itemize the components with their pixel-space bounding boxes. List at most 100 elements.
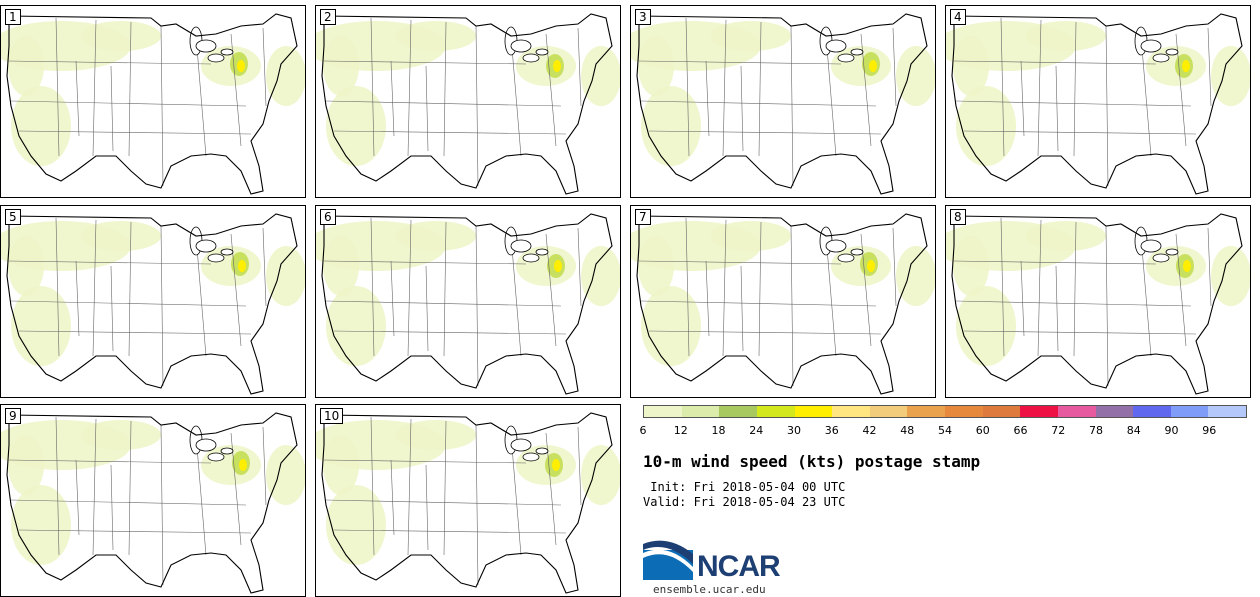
state-border: [953, 60, 1157, 65]
panel-label: 2: [320, 9, 336, 25]
ncar-logo-text: NCAR: [697, 550, 781, 583]
state-border: [10, 499, 247, 506]
init-time: Init: Fri 2018-05-04 00 UTC: [643, 480, 846, 494]
wind-area: [8, 36, 44, 96]
state-border: [110, 65, 114, 152]
state-border: [407, 19, 412, 157]
colorbar-segment: [907, 406, 945, 417]
state-border: [685, 217, 690, 357]
state-border: [110, 265, 114, 352]
state-border: [1000, 217, 1005, 357]
state-border: [825, 235, 837, 357]
colorbar-tick-label: 66: [1013, 424, 1028, 437]
lake: [220, 447, 234, 455]
state-border: [510, 235, 522, 357]
state-border: [160, 25, 164, 187]
state-border: [963, 130, 1197, 135]
wind-area: [1211, 46, 1250, 106]
colorbar-segment: [1133, 406, 1171, 417]
colorbar-tick-label: 6: [639, 424, 647, 437]
state-border: [262, 27, 267, 107]
map-panel-10: 10: [315, 404, 621, 597]
lake: [1140, 39, 1162, 53]
wind-area: [81, 221, 161, 251]
map-panel-8: 8: [945, 205, 1251, 398]
colorbar-segment: [644, 406, 682, 417]
wind-map: [316, 412, 620, 594]
state-border: [685, 17, 690, 157]
state-border: [160, 225, 164, 387]
state-border: [18, 529, 252, 534]
state-border: [333, 130, 567, 135]
wind-area: [1026, 221, 1106, 251]
state-border: [18, 330, 252, 335]
coastline: [636, 213, 928, 395]
colorbar-tick-label: 84: [1126, 424, 1141, 437]
wind-area: [956, 86, 1016, 166]
colorbar: [643, 405, 1247, 418]
state-border: [75, 60, 80, 137]
lake: [825, 239, 847, 253]
state-border: [1207, 227, 1212, 307]
state-border: [722, 19, 727, 157]
map-panel-3: 3: [630, 5, 936, 198]
wind-area: [396, 21, 476, 51]
coastline: [6, 13, 298, 195]
state-border: [407, 418, 412, 556]
wind-area: [711, 21, 791, 51]
wind-area: [953, 236, 989, 296]
colorbar-tick-label: 90: [1164, 424, 1179, 437]
wind-area: [323, 435, 359, 495]
state-border: [110, 464, 114, 551]
lake: [837, 253, 855, 263]
panel-label: 1: [5, 9, 21, 25]
state-border: [953, 260, 1157, 265]
state-border: [262, 227, 267, 307]
colorbar-tick-label: 72: [1051, 424, 1066, 437]
wind-area-max: [237, 60, 245, 72]
state-border: [195, 35, 207, 157]
wind-map: [1, 13, 305, 195]
state-border: [128, 21, 132, 157]
wind-area: [638, 236, 674, 296]
lake: [1140, 239, 1162, 253]
state-border: [75, 260, 80, 337]
state-border: [390, 260, 395, 337]
wind-map: [631, 13, 935, 195]
state-border: [1020, 60, 1025, 137]
colorbar-segment: [1020, 406, 1058, 417]
state-border: [510, 434, 522, 556]
state-border: [963, 330, 1197, 335]
wind-area: [266, 445, 305, 505]
state-border: [425, 464, 429, 551]
lake: [535, 48, 549, 56]
colorbar-tick-label: 12: [673, 424, 688, 437]
wind-area: [323, 236, 359, 296]
colorbar-ticks: 6 12 18 24 30 36 42 48 54 60 66 72 78 84 90 96: [639, 424, 1247, 438]
state-border: [1037, 19, 1042, 157]
state-border: [55, 416, 60, 556]
colorbar-segment: [832, 406, 870, 417]
state-border: [92, 418, 97, 556]
state-border: [325, 499, 562, 506]
state-border: [740, 65, 744, 152]
lake: [850, 48, 864, 56]
colorbar-tick-label: 24: [749, 424, 764, 437]
state-border: [475, 225, 479, 387]
state-border: [1055, 265, 1059, 352]
colorbar-segment: [1208, 406, 1246, 417]
wind-area: [956, 286, 1016, 366]
wind-area-max: [553, 60, 561, 72]
wind-map: [631, 213, 935, 395]
site-url: ensemble.ucar.edu: [653, 583, 766, 596]
state-border: [475, 424, 479, 586]
colorbar-segment: [1170, 406, 1209, 417]
coastline: [951, 213, 1243, 395]
state-border: [638, 60, 842, 65]
lake: [195, 239, 217, 253]
state-border: [370, 17, 375, 157]
wind-area-max: [867, 260, 875, 272]
coastline: [321, 13, 613, 195]
panel-label: 5: [5, 209, 21, 225]
state-border: [640, 300, 877, 307]
